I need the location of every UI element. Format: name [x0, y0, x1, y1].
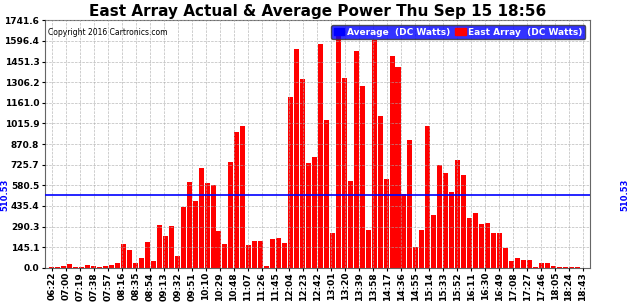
Bar [353, 52, 358, 268]
Bar [503, 248, 508, 268]
Bar [246, 245, 251, 268]
Bar [473, 213, 478, 268]
Bar [175, 256, 180, 268]
Bar [455, 160, 460, 268]
Bar [365, 230, 370, 268]
Bar [509, 261, 514, 268]
Bar [485, 223, 490, 268]
Bar [563, 267, 568, 268]
Bar [557, 267, 561, 268]
Bar [413, 247, 418, 268]
Bar [420, 230, 425, 268]
Bar [294, 49, 299, 268]
Bar [97, 267, 102, 268]
Bar [384, 179, 389, 268]
Bar [205, 183, 210, 268]
Bar [318, 44, 323, 268]
Bar [264, 266, 269, 268]
Bar [408, 140, 413, 268]
Text: 510.53: 510.53 [1, 179, 9, 211]
Bar [324, 120, 329, 268]
Text: Copyright 2016 Cartronics.com: Copyright 2016 Cartronics.com [48, 28, 167, 37]
Bar [312, 157, 317, 268]
Bar [121, 244, 126, 268]
Bar [515, 258, 520, 268]
Bar [282, 243, 287, 268]
Bar [229, 162, 234, 268]
Bar [437, 165, 442, 268]
Bar [276, 238, 281, 268]
Legend: Average  (DC Watts), East Array  (DC Watts): Average (DC Watts), East Array (DC Watts… [331, 25, 585, 39]
Bar [545, 263, 550, 268]
Bar [521, 260, 526, 268]
Bar [181, 207, 186, 268]
Bar [491, 233, 496, 268]
Bar [497, 233, 502, 268]
Bar [449, 192, 454, 268]
Bar [133, 263, 138, 268]
Bar [252, 242, 257, 268]
Bar [348, 181, 353, 268]
Bar [186, 182, 192, 268]
Bar [217, 231, 222, 268]
Bar [193, 201, 198, 268]
Bar [109, 265, 114, 268]
Bar [401, 194, 406, 268]
Bar [461, 175, 466, 268]
Bar [330, 233, 335, 268]
Bar [145, 242, 150, 268]
Bar [103, 266, 108, 268]
Bar [240, 126, 245, 268]
Bar [432, 215, 437, 268]
Bar [306, 163, 311, 268]
Bar [527, 260, 532, 268]
Bar [157, 225, 162, 268]
Bar [61, 266, 66, 268]
Bar [169, 225, 174, 268]
Bar [377, 116, 382, 268]
Bar [539, 263, 544, 268]
Bar [258, 241, 263, 268]
Bar [270, 239, 275, 268]
Bar [198, 168, 203, 268]
Bar [425, 126, 430, 268]
Bar [91, 266, 96, 268]
Bar [342, 78, 347, 268]
Bar [163, 236, 168, 268]
Bar [67, 264, 72, 268]
Bar [360, 86, 365, 268]
Bar [210, 185, 215, 268]
Bar [467, 218, 472, 268]
Bar [55, 267, 60, 268]
Bar [300, 79, 305, 268]
Bar [73, 267, 78, 268]
Bar [288, 97, 293, 268]
Bar [85, 264, 90, 268]
Title: East Array Actual & Average Power Thu Sep 15 18:56: East Array Actual & Average Power Thu Se… [89, 4, 546, 19]
Bar [372, 40, 377, 268]
Bar [222, 244, 227, 268]
Text: 510.53: 510.53 [620, 179, 629, 211]
Bar [396, 67, 401, 268]
Bar [49, 267, 54, 268]
Bar [234, 132, 239, 268]
Bar [551, 266, 556, 268]
Bar [389, 56, 394, 268]
Bar [479, 224, 484, 268]
Bar [533, 267, 538, 268]
Bar [139, 258, 144, 268]
Bar [151, 261, 156, 268]
Bar [79, 267, 84, 268]
Bar [127, 250, 132, 268]
Bar [568, 267, 573, 268]
Bar [336, 32, 341, 268]
Bar [444, 173, 449, 268]
Bar [115, 263, 120, 268]
